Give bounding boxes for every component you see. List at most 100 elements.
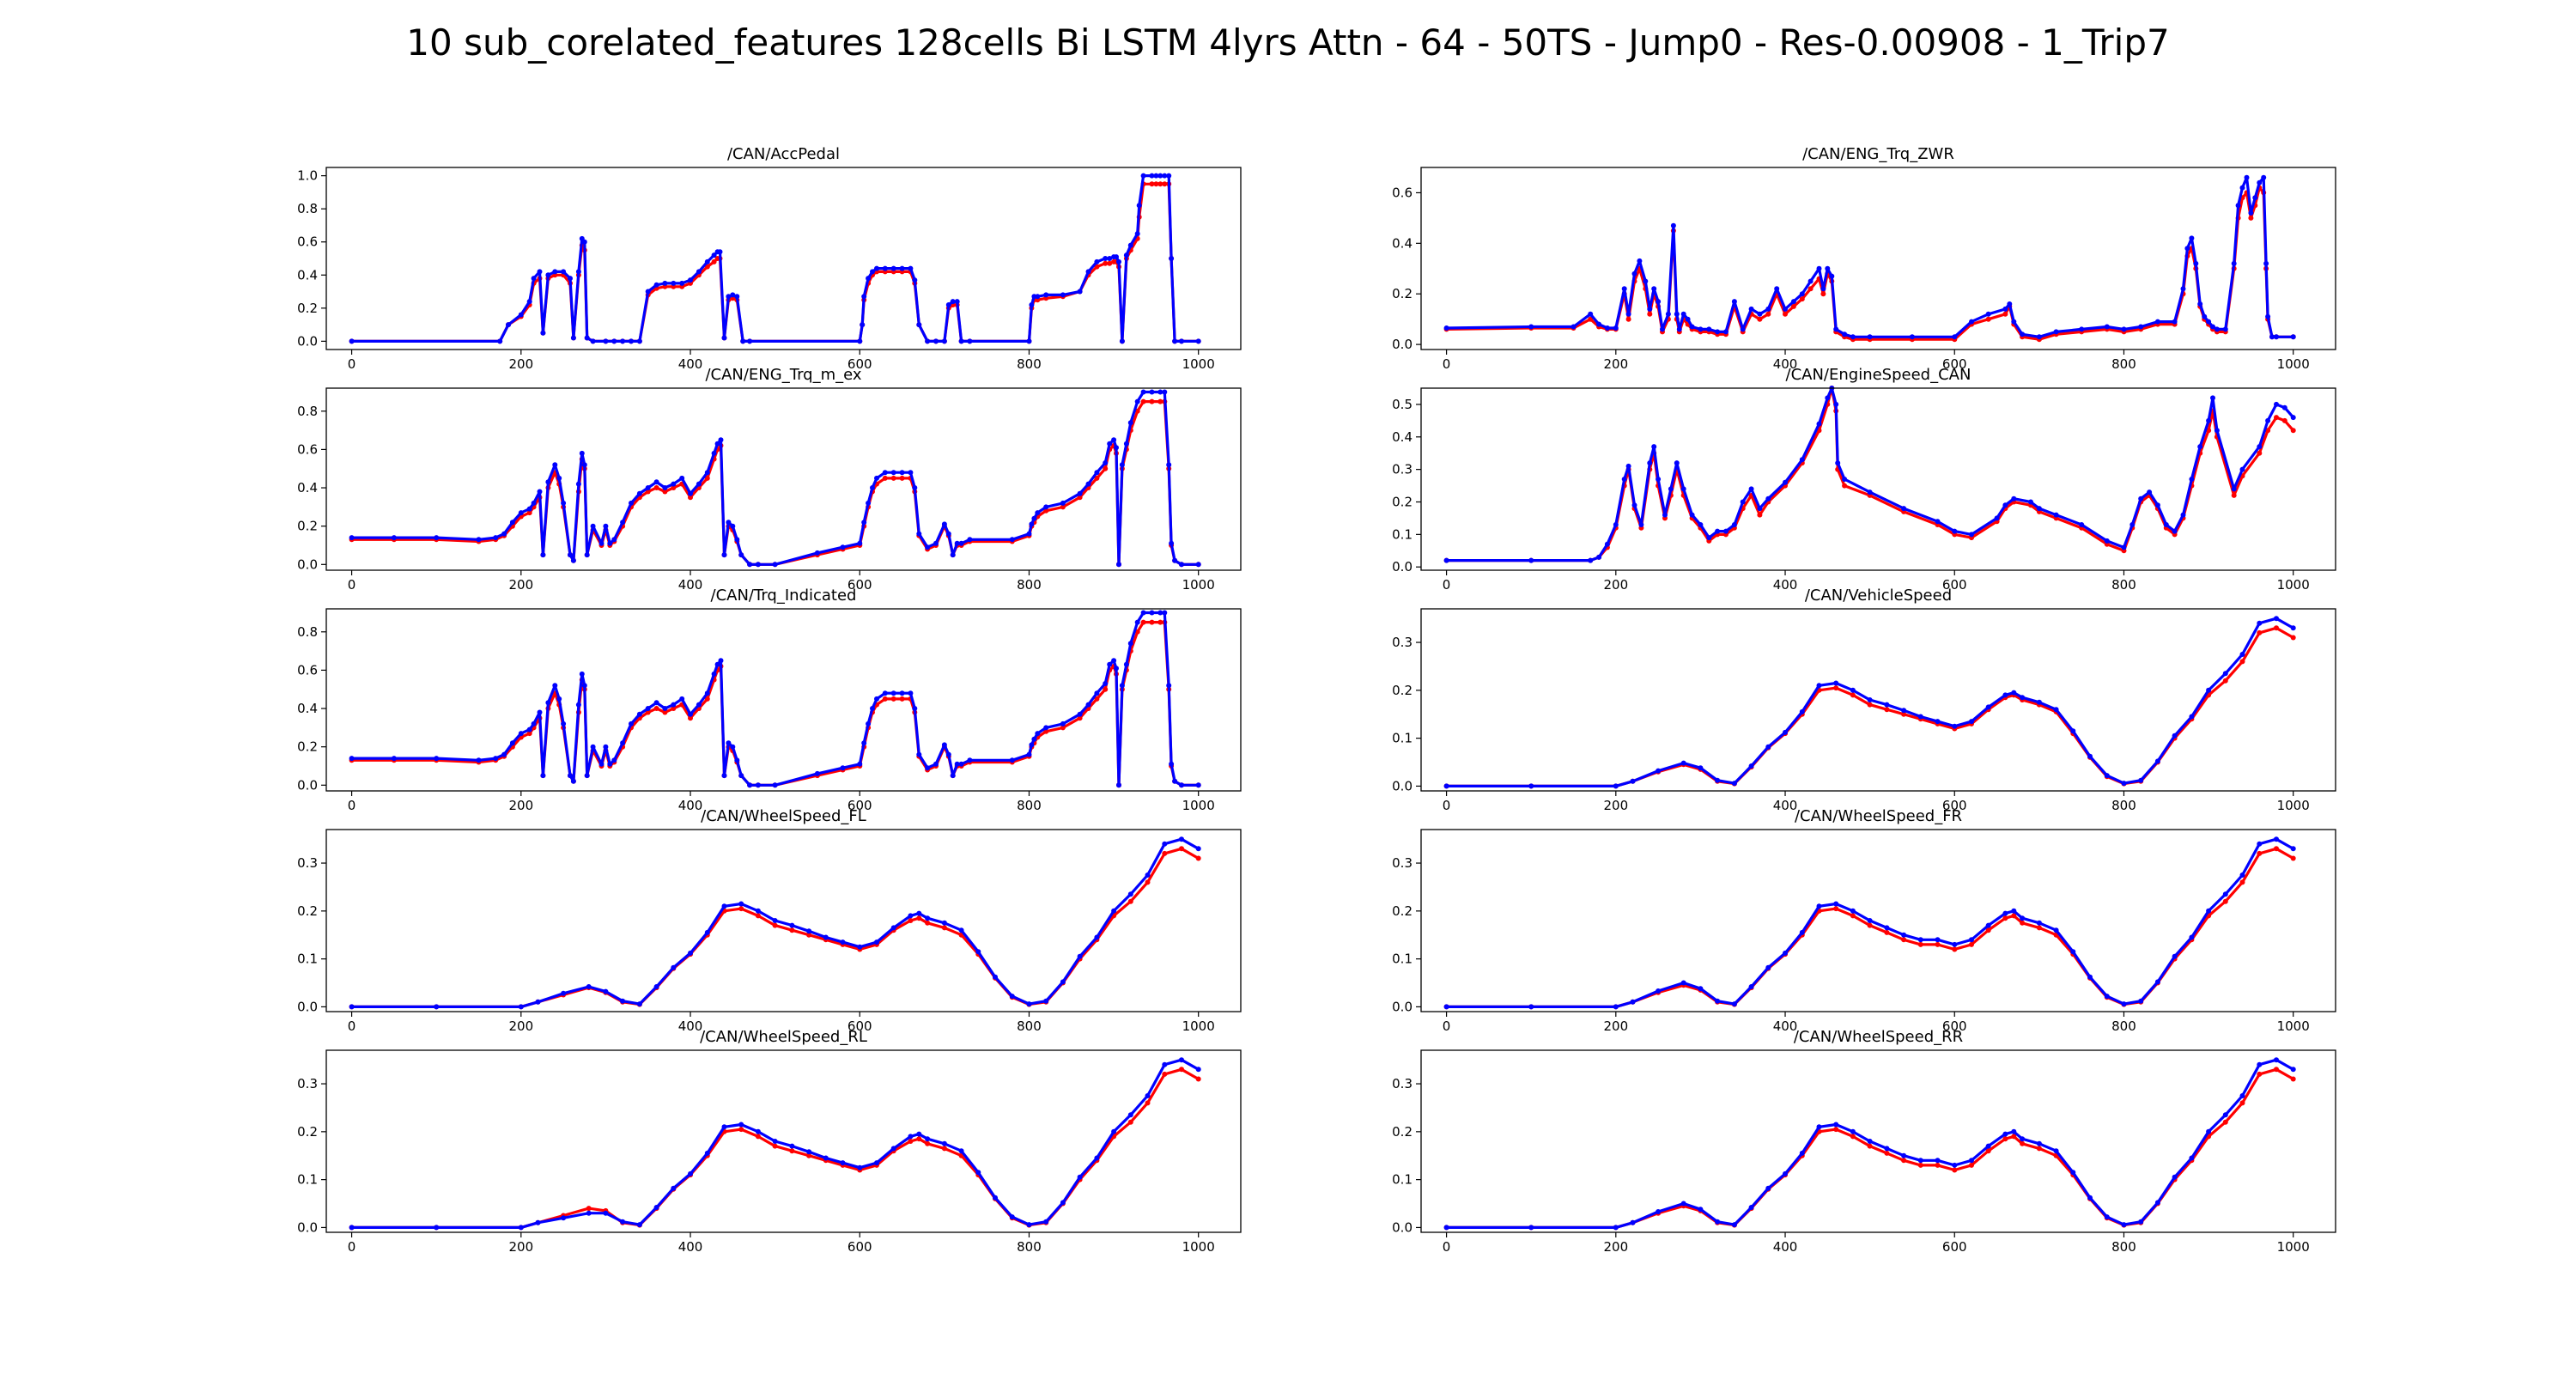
data-point: [2193, 260, 2199, 266]
data-point: [1026, 1222, 1032, 1228]
data-point: [899, 475, 905, 481]
data-point: [2214, 428, 2220, 434]
data-point: [584, 773, 590, 779]
data-point: [1901, 1152, 1907, 1158]
data-point: [1731, 299, 1737, 305]
data-point: [1935, 1162, 1941, 1168]
data-point: [1094, 475, 1100, 481]
data-point: [2231, 486, 2237, 492]
data-point: [1757, 512, 1763, 518]
y-tick-label: 0.0: [297, 556, 318, 572]
data-point: [714, 441, 720, 447]
data-point: [1169, 761, 1175, 767]
y-tick-label: 0.3: [297, 855, 318, 871]
data-point: [1715, 777, 1721, 783]
data-point: [603, 523, 609, 529]
data-point: [671, 481, 677, 487]
data-point: [2121, 544, 2127, 550]
data-point: [721, 903, 727, 909]
data-point: [1783, 1170, 1788, 1176]
x-tick-label: 400: [1773, 1239, 1798, 1255]
data-point: [2002, 502, 2008, 508]
data-point: [1833, 1127, 1839, 1133]
data-point: [1116, 562, 1121, 568]
data-point: [1833, 906, 1839, 912]
subplot-title: /CAN/EngineSpeed_CAN: [1786, 366, 1971, 384]
data-point: [933, 761, 939, 767]
data-point: [518, 510, 524, 516]
data-point: [925, 544, 931, 550]
data-point: [1195, 1067, 1201, 1073]
data-point: [890, 470, 896, 476]
data-point: [704, 264, 710, 270]
data-point: [1149, 173, 1155, 179]
data-point: [645, 706, 651, 711]
data-point: [1127, 641, 1133, 647]
data-point: [711, 252, 717, 258]
data-point: [861, 294, 867, 300]
data-point: [620, 338, 626, 344]
data-point: [1647, 306, 1653, 312]
data-point: [1085, 481, 1091, 487]
data-point: [2290, 428, 2296, 434]
data-point: [1588, 316, 1594, 322]
data-point: [629, 720, 634, 727]
data-point: [1850, 692, 1856, 698]
data-point: [1103, 260, 1109, 266]
data-point: [535, 999, 541, 1005]
data-point: [1637, 258, 1643, 264]
data-point: [662, 706, 668, 711]
data-point: [954, 540, 960, 546]
data-point: [584, 335, 590, 341]
data-point: [772, 922, 778, 928]
data-point: [747, 782, 753, 788]
data-point: [556, 475, 562, 481]
data-point: [1116, 782, 1121, 788]
data-point: [1111, 1128, 1117, 1134]
x-tick-label: 800: [1017, 356, 1042, 372]
data-point: [391, 535, 397, 541]
x-tick-label: 0: [1443, 1018, 1451, 1034]
data-point: [1698, 1207, 1704, 1213]
data-point: [1774, 286, 1780, 292]
data-point: [2189, 477, 2195, 482]
data-point: [1676, 326, 1682, 332]
data-point: [1816, 421, 1822, 427]
data-point: [645, 485, 651, 490]
data-point: [1748, 763, 1754, 769]
data-point: [1162, 850, 1168, 856]
data-point: [2257, 620, 2263, 626]
y-tick-label: 0.8: [297, 624, 318, 640]
data-point: [2138, 324, 2144, 330]
data-point: [1643, 278, 1649, 284]
data-point: [2020, 920, 2026, 926]
data-point: [925, 765, 931, 771]
data-point: [1035, 731, 1041, 737]
data-point: [2290, 635, 2296, 641]
data-point: [497, 338, 503, 344]
data-point: [1107, 260, 1113, 266]
data-point: [1884, 925, 1890, 931]
data-point: [1680, 1201, 1686, 1207]
x-tick-label: 600: [848, 356, 872, 372]
data-point: [590, 338, 596, 344]
x-tick-label: 1000: [2277, 1018, 2310, 1034]
data-point: [1952, 946, 1958, 952]
data-point: [1674, 460, 1680, 466]
data-point: [1026, 338, 1032, 344]
data-point: [2269, 334, 2275, 340]
data-point: [1094, 934, 1100, 940]
data-point: [1162, 841, 1168, 847]
data-point: [823, 934, 829, 940]
data-point: [1123, 441, 1129, 447]
data-point: [629, 500, 634, 506]
data-point: [556, 696, 562, 702]
x-tick-label: 400: [678, 798, 703, 813]
data-point: [1783, 729, 1788, 735]
data-point: [2020, 1140, 2026, 1146]
data-point: [945, 531, 951, 537]
subplot-title: /CAN/VehicleSpeed: [1805, 587, 1952, 605]
data-point: [814, 550, 820, 556]
data-point: [671, 702, 677, 708]
